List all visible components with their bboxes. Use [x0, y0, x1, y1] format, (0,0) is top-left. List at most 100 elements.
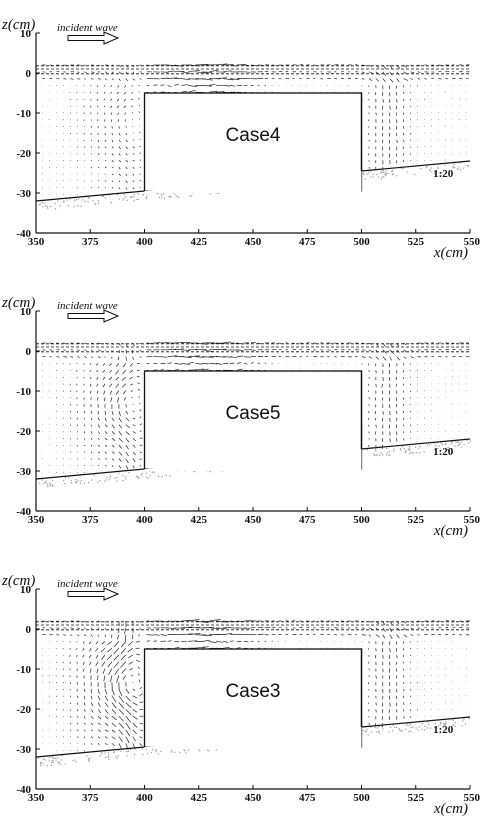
velocity-vector	[118, 451, 123, 456]
velocity-vector	[104, 342, 107, 345]
velocity-vector	[97, 146, 100, 149]
velocity-vector	[111, 173, 114, 176]
velocity-vector	[101, 661, 106, 667]
velocity-vector	[82, 654, 85, 658]
velocity-vector	[132, 437, 136, 442]
x-tick-label: 500	[353, 792, 370, 804]
velocity-vector	[96, 98, 99, 101]
velocity-vector	[104, 688, 108, 695]
seabed-dot	[183, 749, 185, 751]
velocity-vector	[104, 146, 107, 149]
seabed-dot	[385, 454, 387, 456]
velocity-vector	[138, 395, 140, 398]
velocity-vector	[83, 661, 85, 665]
seabed-dot	[415, 446, 417, 448]
velocity-vector	[113, 641, 120, 648]
velocity-vector	[374, 431, 377, 435]
seabed-dot	[95, 203, 97, 205]
velocity-vector	[90, 451, 93, 454]
seabed-dot	[146, 195, 148, 197]
y-tick-label: -20	[16, 426, 31, 438]
velocity-vector	[116, 675, 120, 683]
seabed-dot	[458, 442, 460, 444]
seabed-dot	[59, 205, 61, 207]
velocity-vector	[111, 444, 115, 448]
incident-wave-arrow	[67, 31, 120, 45]
seabed-dot	[415, 727, 417, 729]
velocity-vector	[229, 356, 238, 359]
velocity-vector	[118, 146, 121, 150]
seabed-dot	[363, 172, 365, 175]
velocity-vector	[70, 729, 72, 731]
seabed-dot	[142, 754, 144, 756]
velocity-vector	[90, 465, 92, 467]
velocity-vector	[90, 702, 94, 707]
seabed-dot	[58, 762, 60, 764]
velocity-vector	[395, 641, 398, 645]
velocity-vector	[97, 709, 102, 714]
seabed-dot	[75, 199, 78, 201]
seabed-dot	[419, 445, 421, 448]
velocity-vector	[109, 390, 113, 395]
x-tick-label: 525	[408, 514, 425, 526]
velocity-vector	[139, 451, 143, 454]
velocity-vector	[116, 634, 120, 640]
velocity-vector	[97, 64, 100, 67]
velocity-vector	[374, 410, 377, 414]
velocity-vector	[139, 173, 141, 175]
velocity-vector	[76, 641, 78, 643]
velocity-vector	[97, 620, 101, 623]
velocity-vector	[103, 98, 106, 101]
velocity-vector	[83, 146, 86, 148]
incident-wave-label: incident wave	[57, 22, 118, 34]
velocity-vector	[129, 668, 133, 671]
seabed-dot	[388, 731, 390, 733]
velocity-vector	[109, 369, 113, 373]
velocity-vector	[116, 105, 120, 108]
velocity-vector	[101, 641, 106, 645]
velocity-vector	[118, 437, 123, 442]
x-tick-label: 375	[82, 514, 99, 526]
seabed-dot	[177, 196, 180, 198]
seabed-dot	[399, 729, 401, 731]
velocity-vector	[138, 634, 140, 637]
velocity-vector	[111, 71, 114, 74]
velocity-vector	[138, 388, 140, 391]
seabed-dot	[125, 478, 127, 480]
seabed-dot	[438, 445, 440, 447]
seabed-dot	[87, 482, 90, 484]
seabed-dot	[71, 482, 73, 484]
seabed-dot	[440, 172, 443, 174]
seabed-dot	[465, 723, 467, 725]
seabed-dot	[418, 726, 420, 728]
velocity-vector	[104, 139, 107, 143]
velocity-vector	[382, 78, 386, 83]
velocity-vector	[381, 702, 384, 707]
x-tick-label: 425	[191, 792, 208, 804]
velocity-vector	[69, 675, 71, 678]
seabed-dot	[437, 725, 440, 727]
velocity-vector	[90, 187, 93, 189]
velocity-vector	[104, 153, 107, 155]
velocity-vector	[125, 444, 129, 450]
velocity-vectors	[41, 619, 471, 752]
velocity-vector	[118, 417, 122, 423]
seabed-dot	[128, 471, 130, 474]
velocity-vector	[381, 105, 384, 110]
seabed-dot	[394, 726, 396, 728]
x-tick-label: 425	[191, 514, 208, 526]
seabed-dot	[190, 195, 192, 197]
seabed-dot	[47, 207, 49, 209]
velocity-vector	[111, 465, 114, 468]
seabed-dot	[64, 476, 67, 479]
velocity-vector	[410, 64, 413, 67]
velocity-vector	[132, 465, 135, 469]
velocity-vector	[70, 356, 74, 358]
velocity-vector	[125, 146, 128, 150]
velocity-vector	[167, 620, 176, 622]
velocity-vector	[104, 634, 107, 637]
case-label: Case3	[226, 681, 281, 702]
seabed-dot	[198, 748, 200, 750]
velocity-vector	[125, 159, 129, 163]
seabed-dot	[420, 168, 422, 170]
